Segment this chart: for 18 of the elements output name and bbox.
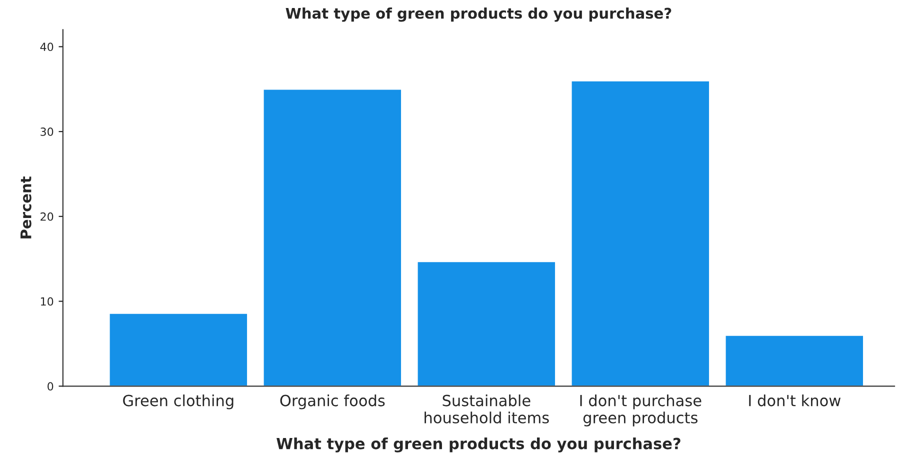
x-tick-label: I don't know — [749, 394, 841, 406]
bar — [108, 312, 248, 386]
chart-title: What type of green products do you purchase? — [286, 8, 672, 22]
x-tick-label: Sustainable household items — [424, 394, 549, 424]
x-axis-title: What type of green products do you purchase? — [276, 438, 680, 452]
y-axis-title: Percent — [20, 176, 32, 238]
y-tick-label: 20 — [40, 212, 54, 221]
bar — [724, 334, 864, 386]
bar — [416, 260, 556, 386]
x-tick-label: Organic foods — [280, 394, 385, 410]
y-tick-label: 10 — [40, 297, 54, 306]
y-tick-label: 0 — [48, 382, 54, 391]
y-tick-label: 40 — [40, 42, 54, 52]
y-tick-label: 30 — [40, 128, 54, 136]
x-tick-label: Green clothing — [123, 394, 234, 410]
bar — [570, 80, 710, 386]
x-tick-label: I don't purchase green products — [580, 394, 702, 426]
bar — [262, 88, 402, 386]
